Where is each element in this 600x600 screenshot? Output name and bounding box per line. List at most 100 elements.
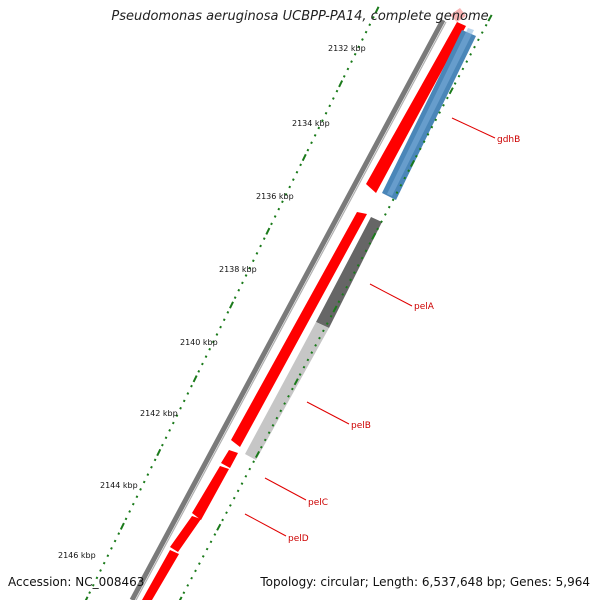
genome-summary-text: Topology: circular; Length: 6,537,648 bp… [260, 575, 590, 589]
outer-ruler-minor-tick [190, 576, 193, 580]
inner-ruler-minor-tick [219, 325, 222, 329]
cds-arrow-red [221, 450, 238, 468]
outer-ruler-minor-tick [356, 263, 360, 267]
inner-ruler-minor-tick [342, 75, 346, 78]
inner-ruler-minor-tick [295, 170, 299, 174]
gene-pelB-shape [245, 322, 329, 460]
inner-ruler-minor-tick [197, 370, 201, 373]
inner-ruler-minor-tick [317, 126, 321, 130]
inner-ruler-minor-tick [241, 281, 244, 285]
inner-ruler-minor-tick [179, 406, 182, 410]
outer-ruler-minor-tick [252, 460, 255, 464]
tick-label-2136: 2136 kbp [256, 192, 294, 201]
outer-ruler-minor-tick [244, 474, 248, 478]
inner-ruler-minor-tick [324, 111, 328, 115]
cds-arrow-red [231, 212, 367, 447]
tick-label-2140: 2140 kbp [180, 338, 218, 347]
inner-ruler-minor-tick [153, 458, 157, 462]
inner-ruler-major-tick [265, 227, 271, 235]
outer-ruler-minor-tick [461, 67, 465, 71]
outer-ruler-major-tick [216, 523, 222, 531]
inner-ruler-minor-tick [110, 547, 113, 550]
outer-ruler-minor-tick [260, 445, 263, 449]
outer-ruler-minor-tick [201, 554, 205, 558]
outer-ruler-minor-tick [438, 111, 441, 114]
outer-ruler-minor-tick [368, 242, 372, 245]
outer-ruler-minor-tick [298, 373, 302, 376]
leader-line-pelC [264, 477, 307, 501]
gene-labels: gdhB pelA pelB pelC pelD [244, 117, 520, 544]
cds-arrow-red [366, 22, 466, 193]
inner-ruler-minor-tick [350, 60, 353, 63]
inner-ruler-major-tick [338, 80, 344, 88]
outer-ruler-minor-tick [325, 322, 329, 325]
inner-ruler-minor-tick [310, 141, 313, 145]
inner-ruler-minor-tick [211, 340, 215, 344]
inner-ruler-minor-tick [182, 399, 186, 403]
outer-ruler [178, 14, 493, 600]
accession-text: Accession: NC_008463 [8, 575, 145, 589]
outer-ruler-minor-tick [283, 402, 286, 405]
outer-ruler-minor-tick [232, 496, 236, 500]
outer-ruler-minor-tick [209, 540, 213, 544]
inner-ruler-minor-tick [237, 288, 241, 292]
inner-ruler-major-tick [119, 522, 125, 530]
outer-ruler-minor-tick [403, 176, 407, 180]
inner-ruler-minor-tick [335, 89, 339, 93]
inner-ruler-minor-tick [124, 517, 128, 521]
outer-ruler-minor-tick [484, 23, 488, 27]
outer-ruler-minor-tick [194, 569, 197, 573]
gene-label-pelB[interactable]: pelB [351, 421, 371, 431]
inner-ruler-minor-tick [106, 554, 110, 558]
inner-ruler-minor-tick [284, 193, 288, 196]
outer-ruler-minor-tick [349, 278, 352, 282]
tick-label-2132: 2132 kbp [328, 44, 366, 53]
outer-ruler-minor-tick [198, 562, 201, 565]
inner-ruler-major-tick [374, 6, 380, 14]
leader-line-pelB [306, 401, 350, 425]
gene-label-pelA[interactable]: pelA [414, 302, 435, 312]
inner-ruler-minor-tick [190, 384, 193, 388]
inner-ruler-minor-tick [131, 502, 135, 506]
outer-ruler-minor-tick [271, 424, 275, 427]
gene-label-pelD[interactable]: pelD [288, 534, 309, 544]
outer-ruler-minor-tick [186, 584, 190, 587]
inner-ruler-major-tick [229, 301, 234, 309]
outer-ruler-minor-tick [229, 504, 232, 507]
outer-ruler-minor-tick [318, 336, 321, 340]
inner-ruler-minor-tick [102, 561, 106, 565]
inner-ruler-minor-tick [251, 259, 255, 263]
outer-ruler-minor-tick [453, 82, 457, 85]
outer-ruler-minor-tick [415, 154, 418, 158]
outer-ruler-minor-tick [213, 533, 217, 536]
inner-ruler-minor-tick [244, 274, 248, 277]
gene-label-gdhB[interactable]: gdhB [497, 135, 520, 145]
outer-ruler-minor-tick [337, 300, 341, 304]
outer-ruler-minor-tick [376, 227, 379, 231]
leader-line-pelA [369, 283, 413, 307]
inner-ruler-minor-tick [372, 16, 375, 19]
outer-ruler-major-tick [332, 305, 338, 313]
outer-ruler-minor-tick [248, 467, 252, 471]
outer-ruler-minor-tick [364, 249, 368, 253]
outer-ruler-minor-tick [263, 438, 267, 442]
inner-ruler-minor-tick [255, 252, 259, 255]
outer-ruler-minor-tick [426, 133, 430, 136]
outer-ruler-minor-tick [205, 547, 209, 551]
outer-ruler-minor-tick [353, 271, 356, 274]
tick-label-2142: 2142 kbp [140, 409, 178, 418]
gene-label-pelC[interactable]: pelC [308, 498, 328, 508]
inner-ruler-minor-tick [204, 355, 208, 358]
inner-ruler-minor-tick [281, 200, 284, 204]
inner-ruler-minor-tick [262, 237, 266, 240]
inner-ruler-minor-tick [88, 591, 91, 594]
outer-ruler-minor-tick [480, 31, 484, 34]
outer-ruler-minor-tick [329, 314, 333, 318]
tick-label-2134: 2134 kbp [292, 119, 330, 128]
inner-ruler-minor-tick [164, 436, 168, 440]
outer-ruler-minor-tick [310, 351, 314, 355]
outer-ruler-minor-tick [275, 416, 279, 420]
outer-ruler-major-tick [487, 14, 493, 22]
inner-ruler-minor-tick [161, 443, 164, 447]
